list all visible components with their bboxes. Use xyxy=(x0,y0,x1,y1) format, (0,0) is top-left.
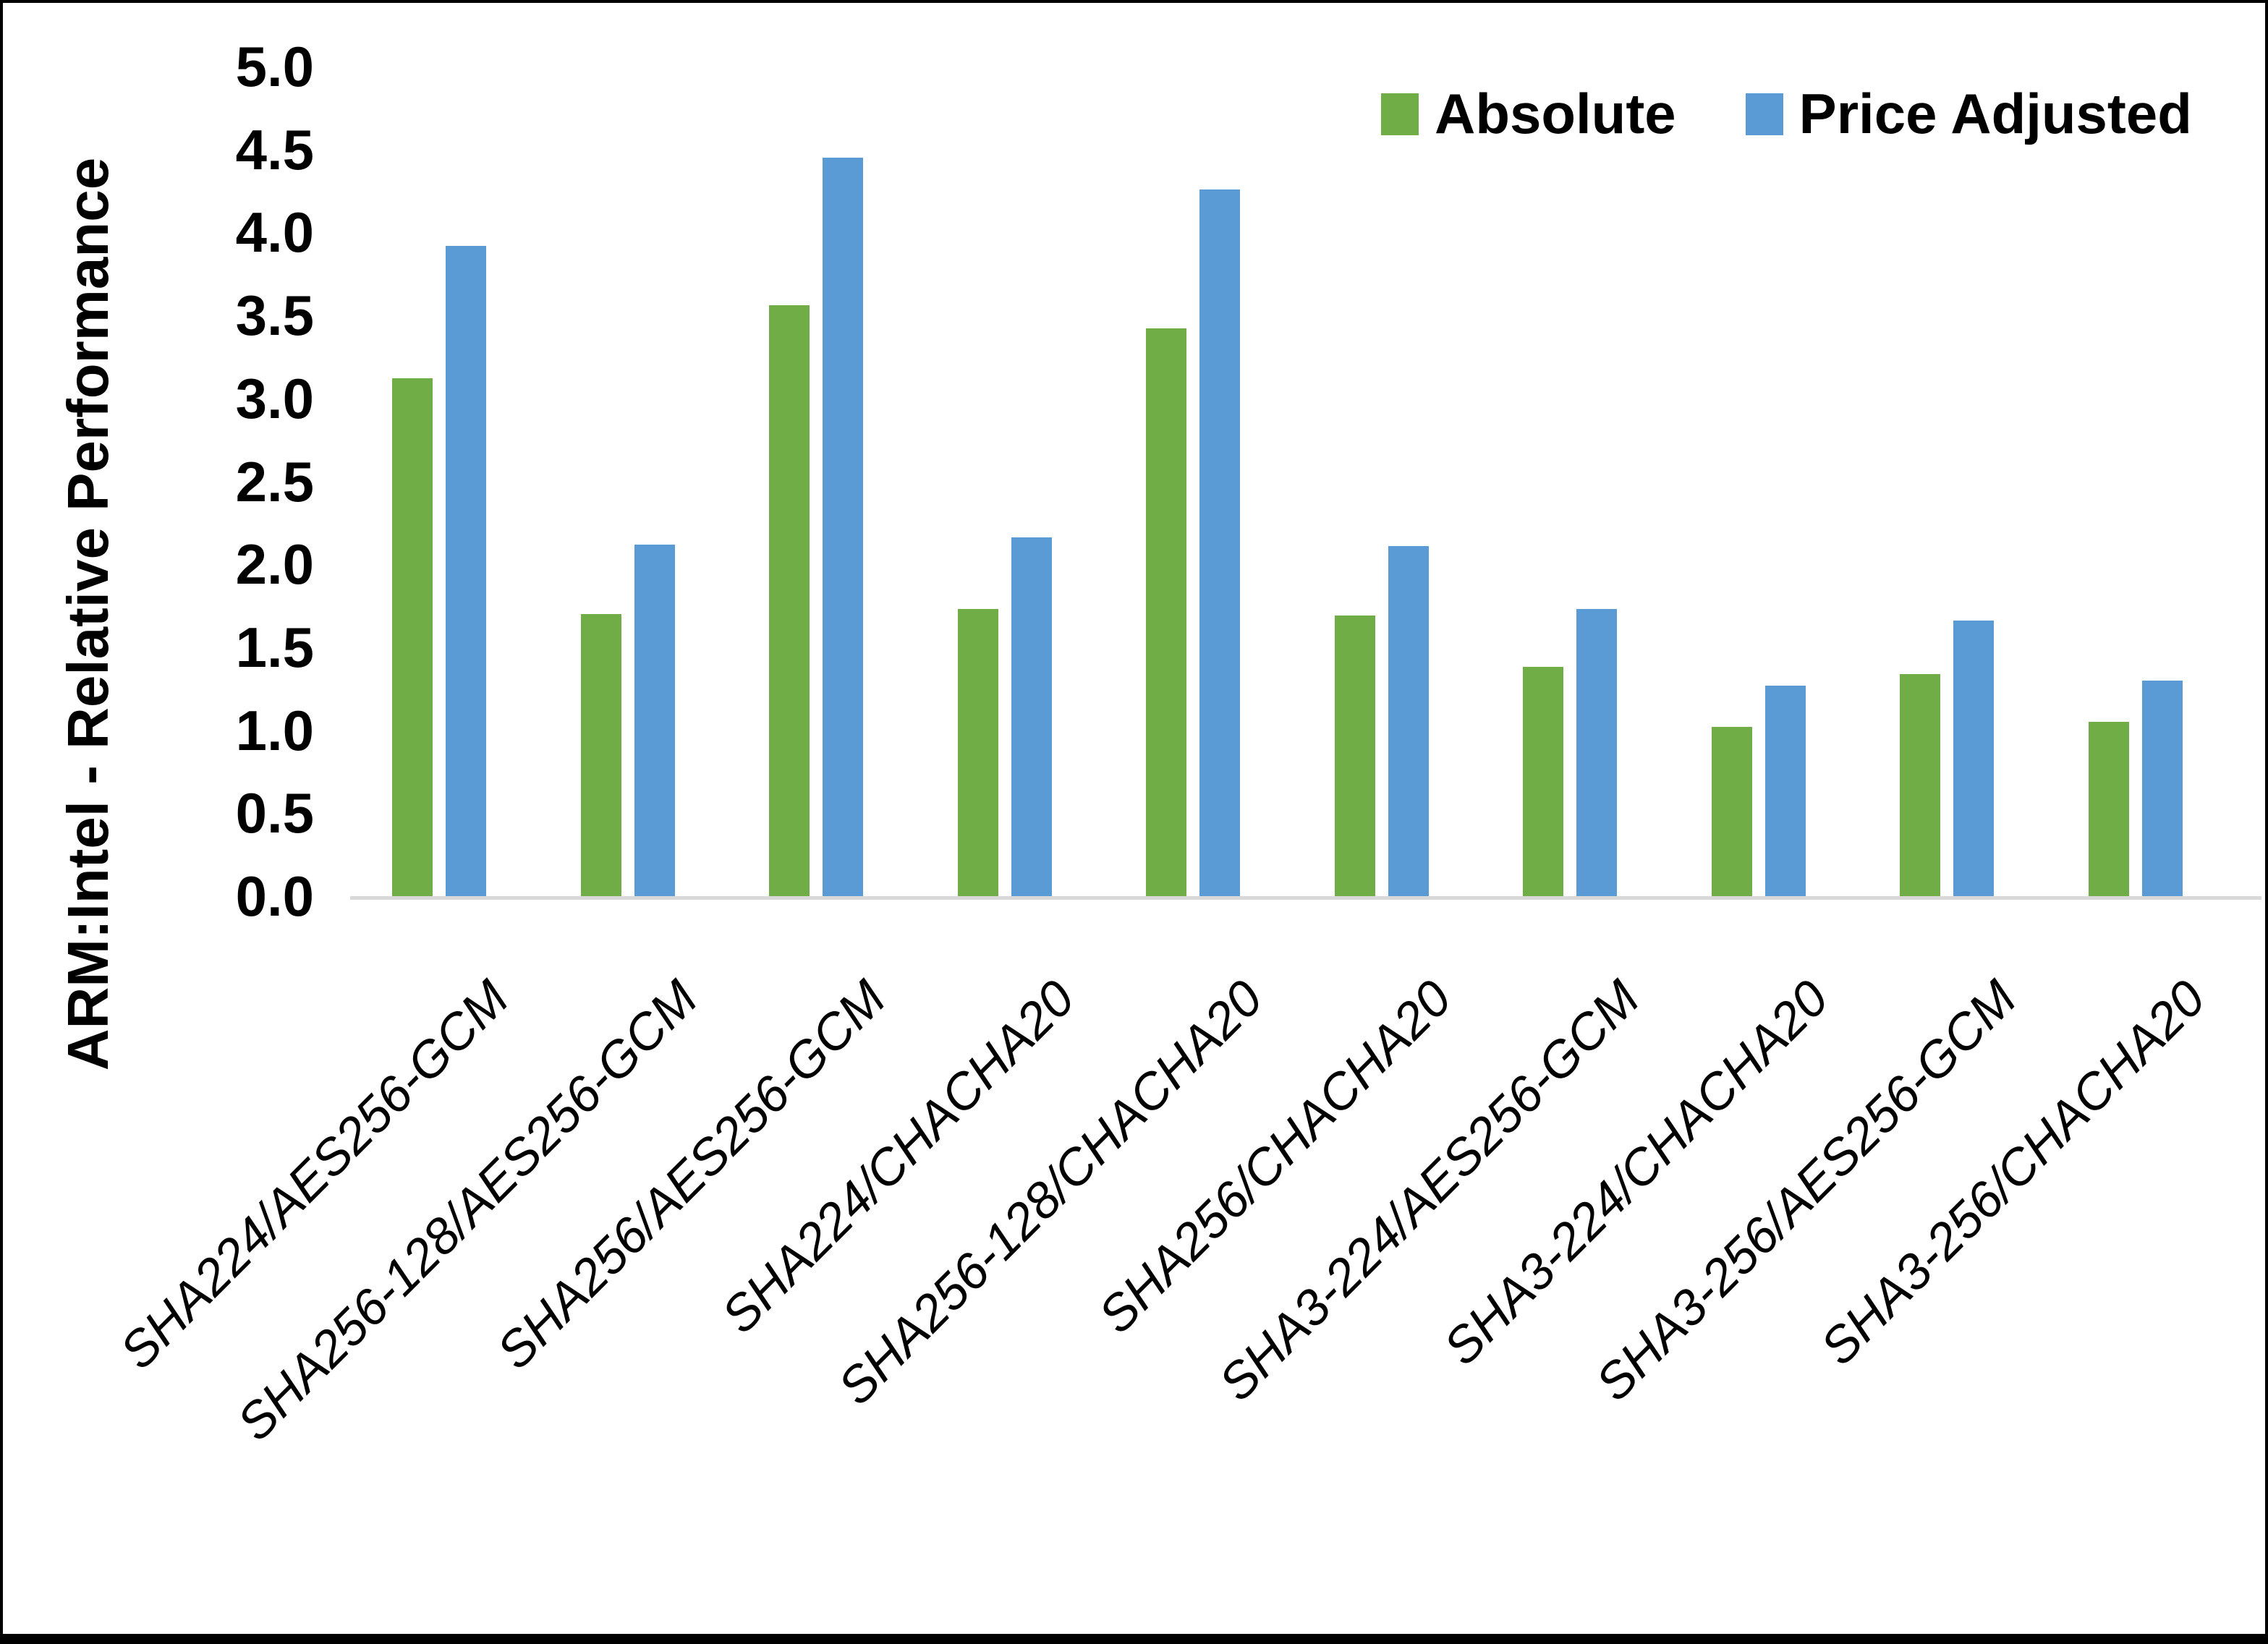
bar-price-adjusted xyxy=(1199,189,1240,896)
bar-absolute xyxy=(2089,722,2129,896)
y-tick-label: 2.0 xyxy=(235,532,314,597)
y-axis-title: ARM:Intel - Relative Performance xyxy=(56,157,120,1071)
bar-price-adjusted xyxy=(1953,621,1994,896)
y-tick-label: 4.0 xyxy=(235,200,314,265)
bar-absolute xyxy=(581,614,621,896)
y-tick-label: 1.5 xyxy=(235,615,314,679)
bottom-border-bar xyxy=(3,1634,2265,1644)
bar-absolute xyxy=(392,378,433,896)
bar-price-adjusted xyxy=(1765,686,1806,896)
y-tick-label: 2.5 xyxy=(235,449,314,514)
bar-absolute xyxy=(1335,616,1375,896)
y-tick-label: 3.0 xyxy=(235,366,314,430)
bar-absolute xyxy=(958,609,998,896)
x-category-label: SHA224/AES256-GCM xyxy=(109,969,519,1380)
legend-item-price-adjusted: Price Adjusted xyxy=(1745,81,2192,147)
y-tick-label: 0.5 xyxy=(235,781,314,846)
bar-price-adjusted xyxy=(823,158,863,896)
y-tick-label: 1.0 xyxy=(235,698,314,762)
price-adjusted-legend-swatch-icon xyxy=(1745,93,1783,135)
legend-label-absolute: Absolute xyxy=(1435,82,1676,145)
y-tick-label: 4.5 xyxy=(235,117,314,182)
bar-price-adjusted xyxy=(634,545,675,896)
y-tick-label: 5.0 xyxy=(235,35,314,98)
absolute-legend-swatch-icon xyxy=(1381,93,1419,135)
legend-item-absolute: Absolute xyxy=(1381,81,1676,147)
bar-absolute xyxy=(1900,674,1940,896)
legend: Absolute Price Adjusted xyxy=(1381,81,2192,147)
bar-absolute xyxy=(769,305,810,896)
bar-absolute xyxy=(1146,328,1186,896)
x-axis-line xyxy=(350,896,2261,900)
bar-price-adjusted xyxy=(1576,609,1617,896)
bar-price-adjusted xyxy=(1388,546,1429,896)
legend-label-price-adjusted: Price Adjusted xyxy=(1798,82,2192,145)
bar-absolute xyxy=(1712,727,1752,896)
y-tick-label: 3.5 xyxy=(235,284,314,348)
bar-price-adjusted xyxy=(1011,537,1052,896)
bar-price-adjusted xyxy=(2142,681,2183,896)
bar-absolute xyxy=(1523,667,1563,896)
y-tick-label: 0.0 xyxy=(235,864,314,928)
bar-price-adjusted xyxy=(446,246,486,896)
